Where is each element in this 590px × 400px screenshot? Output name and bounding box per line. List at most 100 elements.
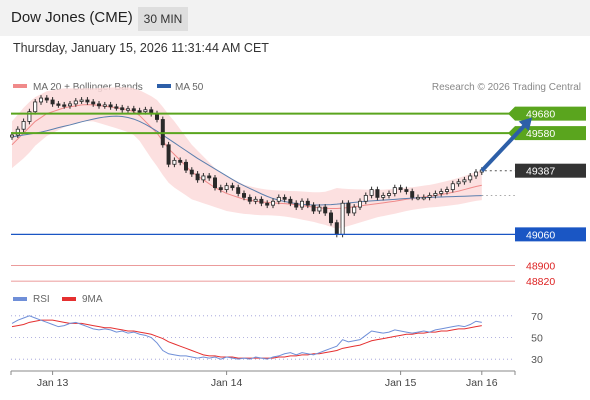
- candle: [102, 101, 107, 109]
- candle: [236, 184, 241, 197]
- ma50-legend-swatch: [157, 84, 171, 88]
- candle: [386, 190, 391, 199]
- candle: [247, 194, 252, 205]
- candle: [433, 190, 438, 199]
- ma50-line: [11, 115, 482, 206]
- candle: [56, 100, 61, 108]
- bollinger-band-area: [12, 87, 482, 229]
- rsi-tick-label: 50: [531, 333, 543, 345]
- candle: [131, 105, 136, 114]
- candle: [218, 184, 223, 193]
- candle: [114, 103, 119, 111]
- rsi-plot-area: 70 50 30: [11, 311, 543, 366]
- price-plot-area: [9, 87, 484, 238]
- time-tick-label: Jan 16: [466, 377, 498, 389]
- candle: [21, 118, 26, 133]
- level-minor: 48900: [11, 261, 555, 273]
- rsi-legend-label: RSI: [33, 294, 50, 305]
- candle: [392, 184, 397, 197]
- candle: [305, 198, 310, 209]
- candle: [73, 98, 78, 107]
- candle: [85, 97, 90, 105]
- candle: [230, 182, 235, 191]
- candle: [352, 204, 357, 216]
- candle: [212, 174, 217, 191]
- candle: [468, 173, 473, 183]
- candle: [126, 105, 131, 113]
- candle: [346, 200, 351, 216]
- candle: [299, 198, 304, 211]
- level-support: 49060: [11, 227, 586, 242]
- candle: [265, 200, 270, 209]
- chart-header: Dow Jones (CME) 30 MIN: [0, 0, 590, 36]
- level-resistance: 49580: [11, 126, 586, 141]
- candle: [276, 194, 281, 205]
- level-label: 48900: [526, 261, 555, 273]
- source-credit: Research © 2026 Trading Central: [432, 82, 581, 93]
- ma20-line: [11, 104, 482, 209]
- candle: [398, 184, 403, 193]
- candle: [178, 157, 183, 166]
- candle: [462, 176, 467, 185]
- rsi-tick-label: 70: [531, 311, 543, 323]
- candle: [195, 171, 200, 183]
- candle: [288, 196, 293, 207]
- candle: [369, 186, 374, 199]
- level-resistance: 49680: [11, 106, 586, 121]
- time-tick-label: Jan 13: [37, 377, 69, 389]
- candle: [456, 178, 461, 187]
- candle: [183, 159, 188, 174]
- candle: [410, 188, 415, 201]
- candle: [294, 200, 299, 211]
- rsi-ma-line: [11, 319, 482, 359]
- candle: [363, 192, 368, 205]
- candle: [50, 97, 55, 107]
- report-datetime: Thursday, January 15, 2026 11:31:44 AM C…: [13, 41, 269, 55]
- candle: [259, 196, 264, 207]
- ma20-legend-swatch: [13, 84, 27, 88]
- candle: [328, 210, 333, 226]
- candle: [311, 202, 316, 214]
- rsi-ma-legend-label: 9MA: [82, 294, 103, 305]
- level-label: 49580: [526, 128, 555, 140]
- time-axis: Jan 13 Jan 14 Jan 15 Jan 16: [10, 370, 516, 389]
- candle: [189, 167, 194, 177]
- candle: [108, 101, 113, 110]
- candle: [450, 180, 455, 193]
- candle: [68, 100, 73, 109]
- level-label: 49680: [526, 109, 555, 121]
- instrument-title: Dow Jones (CME): [11, 9, 133, 26]
- time-tick-label: Jan 14: [211, 377, 243, 389]
- timeframe-button[interactable]: 30 MIN: [138, 7, 188, 31]
- rsi-legend-swatch: [13, 297, 27, 301]
- candle: [62, 101, 67, 109]
- candle: [473, 169, 478, 179]
- candle: [27, 108, 32, 125]
- candle: [39, 95, 44, 105]
- last-price-marker: 49387: [484, 163, 586, 178]
- candle: [427, 192, 432, 201]
- candle: [323, 204, 328, 216]
- last-price-label: 49387: [526, 166, 555, 178]
- candle: [270, 198, 275, 209]
- candle: [253, 196, 258, 205]
- candle: [120, 104, 125, 113]
- candle: [357, 198, 362, 211]
- candle: [91, 99, 96, 107]
- rsi-line: [11, 315, 482, 360]
- candle: [241, 190, 246, 201]
- candle: [97, 100, 102, 109]
- time-tick-label: Jan 15: [385, 377, 417, 389]
- candle: [381, 192, 386, 201]
- candle: [172, 157, 177, 168]
- candle: [224, 182, 229, 193]
- candle: [44, 95, 49, 103]
- candle: [282, 194, 287, 203]
- candle: [375, 186, 380, 201]
- rsi-ma-legend-swatch: [62, 297, 76, 301]
- candle: [201, 173, 206, 183]
- candle: [444, 186, 449, 195]
- candle: [207, 173, 212, 181]
- ma20-legend-label: MA 20 + Bollinger Bands: [33, 82, 143, 93]
